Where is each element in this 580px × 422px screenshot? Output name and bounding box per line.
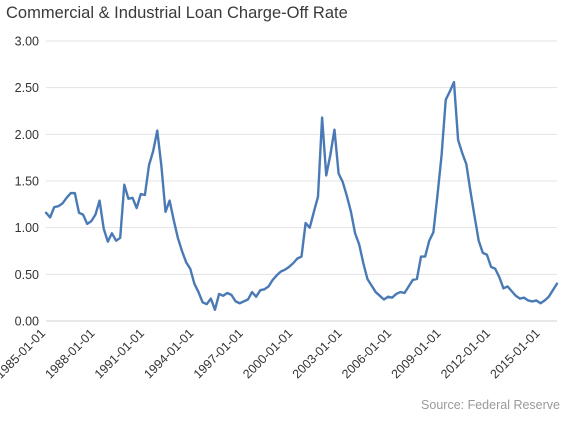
x-tick-label: 1991-01-01	[92, 326, 147, 381]
x-tick-label: 2012-01-01	[438, 326, 493, 381]
y-tick-label: 0.00	[15, 315, 39, 329]
x-tick-label: 1997-01-01	[191, 326, 246, 381]
y-tick-label: 1.50	[15, 175, 39, 189]
grid-lines	[46, 40, 557, 275]
x-tick-label: 2006-01-01	[339, 326, 394, 381]
y-axis-ticks: 0.00 0.50 1.00 1.50 2.00 2.50 3.00	[15, 35, 39, 329]
x-tick-label: 2015-01-01	[488, 326, 543, 381]
x-tick-label: 2009-01-01	[389, 326, 444, 381]
series-line	[44, 80, 559, 311]
x-tick-label: 1994-01-01	[141, 326, 196, 381]
chart-title: Commercial & Industrial Loan Charge-Off …	[6, 4, 348, 22]
x-tick-label: 2003-01-01	[290, 326, 345, 381]
x-axis-ticks: 1985-01-011988-01-011991-01-011994-01-01…	[0, 326, 543, 381]
y-tick-label: 2.00	[15, 128, 39, 142]
y-tick-label: 0.50	[15, 268, 39, 282]
x-tick-label: 1985-01-01	[0, 326, 48, 381]
x-tick-label: 2000-01-01	[240, 326, 295, 381]
source-note: Source: Federal Reserve	[421, 398, 560, 412]
y-tick-label: 1.00	[15, 221, 39, 235]
x-tick-label: 1988-01-01	[42, 326, 97, 381]
y-tick-label: 3.00	[15, 35, 39, 49]
y-tick-label: 2.50	[15, 81, 39, 95]
